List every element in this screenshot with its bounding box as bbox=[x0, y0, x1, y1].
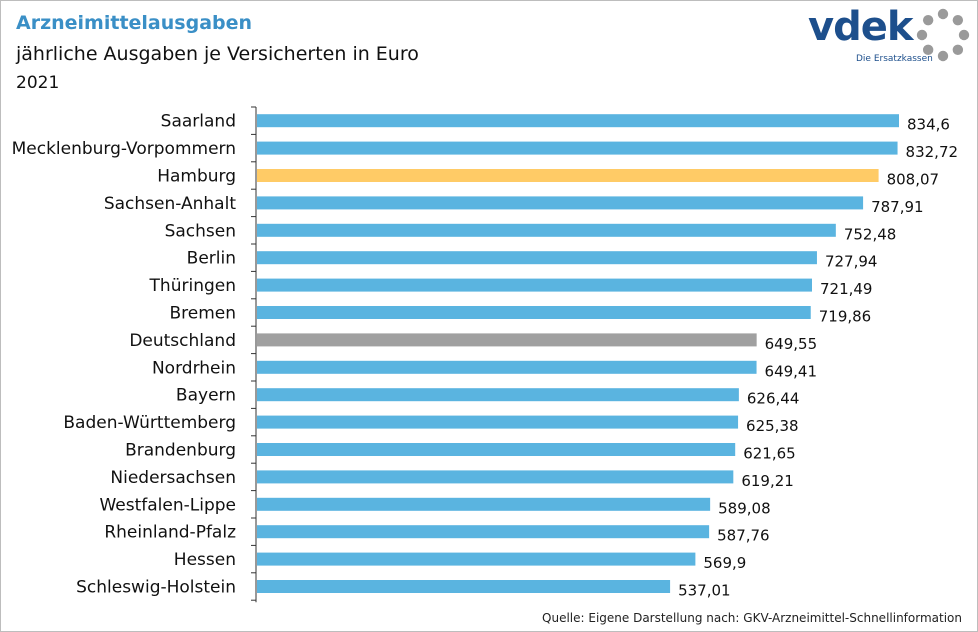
value-label: 587,76 bbox=[717, 527, 770, 545]
logo-dot bbox=[958, 29, 970, 41]
bar-nordrhein bbox=[257, 360, 757, 374]
bar-mecklenburg-vorpommern bbox=[257, 141, 898, 155]
value-label: 808,07 bbox=[887, 171, 940, 189]
category-label: Saarland bbox=[161, 112, 236, 132]
category-label: Sachsen bbox=[165, 221, 236, 241]
bar-bremen bbox=[257, 306, 811, 319]
value-label: 719,86 bbox=[819, 308, 872, 326]
bar-bayern bbox=[257, 388, 739, 402]
logo-tagline: Die Ersatzkassen bbox=[856, 54, 933, 64]
bar-schleswig-holstein bbox=[257, 580, 671, 593]
logo-dot bbox=[922, 44, 934, 56]
value-label: 752,48 bbox=[844, 225, 897, 243]
value-label: 589,08 bbox=[718, 499, 771, 517]
category-label: Brandenburg bbox=[125, 441, 236, 461]
value-label: 619,21 bbox=[741, 472, 794, 490]
value-label: 721,49 bbox=[820, 280, 873, 298]
value-label: 569,9 bbox=[703, 554, 746, 572]
chart-title: Arzneimittelausgaben bbox=[16, 12, 253, 34]
vdek-logo: vdek Die Ersatzkassen bbox=[808, 4, 973, 70]
category-label: Schleswig-Holstein bbox=[76, 578, 236, 598]
category-label: Sachsen-Anhalt bbox=[104, 194, 236, 214]
logo-dot bbox=[937, 50, 949, 62]
bar-saarland bbox=[257, 114, 899, 128]
value-label: 621,65 bbox=[743, 445, 796, 463]
value-label: 649,41 bbox=[765, 362, 818, 380]
bar-berlin bbox=[257, 251, 817, 265]
bar-hamburg bbox=[257, 169, 879, 182]
category-label: Bayern bbox=[176, 386, 236, 406]
source-note: Quelle: Eigene Darstellung nach: GKV-Arz… bbox=[542, 611, 962, 625]
bar-rheinland-pfalz bbox=[257, 525, 710, 539]
category-label: Niedersachsen bbox=[110, 468, 236, 488]
logo-dot bbox=[952, 14, 964, 26]
bar-baden-württemberg bbox=[257, 415, 739, 429]
category-label: Westfalen-Lippe bbox=[99, 495, 236, 515]
bar-niedersachsen bbox=[257, 470, 734, 484]
category-label: Baden-Württemberg bbox=[63, 413, 236, 433]
logo-dot bbox=[937, 8, 949, 20]
value-label: 787,91 bbox=[871, 198, 924, 216]
chart-subtitle: jährliche Ausgaben je Versicherten in Eu… bbox=[16, 43, 419, 65]
category-label: Hamburg bbox=[157, 167, 236, 187]
value-label: 832,72 bbox=[906, 143, 959, 161]
category-label: Bremen bbox=[169, 304, 236, 324]
category-label: Mecklenburg-Vorpommern bbox=[12, 139, 236, 159]
value-label: 625,38 bbox=[746, 417, 799, 435]
bar-sachsen-anhalt bbox=[257, 196, 864, 210]
bar-hessen bbox=[257, 552, 696, 566]
category-label: Deutschland bbox=[129, 331, 236, 351]
value-label: 626,44 bbox=[747, 390, 800, 408]
value-label: 834,6 bbox=[907, 116, 950, 134]
logo-wordmark: vdek bbox=[808, 4, 913, 50]
logo-ring-icon bbox=[916, 8, 970, 62]
category-label: Berlin bbox=[187, 249, 236, 269]
bar-westfalen-lippe bbox=[257, 497, 711, 511]
bar-sachsen bbox=[257, 223, 836, 237]
category-label: Hessen bbox=[174, 550, 236, 570]
category-label: Thüringen bbox=[149, 276, 236, 296]
value-label: 727,94 bbox=[825, 253, 878, 271]
value-label: 649,55 bbox=[765, 335, 818, 353]
chart-year: 2021 bbox=[16, 73, 60, 93]
bar-brandenburg bbox=[257, 443, 736, 456]
logo-dot bbox=[922, 14, 934, 26]
value-label: 537,01 bbox=[678, 582, 731, 600]
category-label: Rheinland-Pfalz bbox=[104, 523, 236, 543]
logo-dot bbox=[916, 29, 928, 41]
bar-deutschland bbox=[257, 333, 757, 347]
logo-dot bbox=[952, 44, 964, 56]
bar-thüringen bbox=[257, 278, 812, 292]
category-label: Nordrhein bbox=[152, 358, 236, 378]
